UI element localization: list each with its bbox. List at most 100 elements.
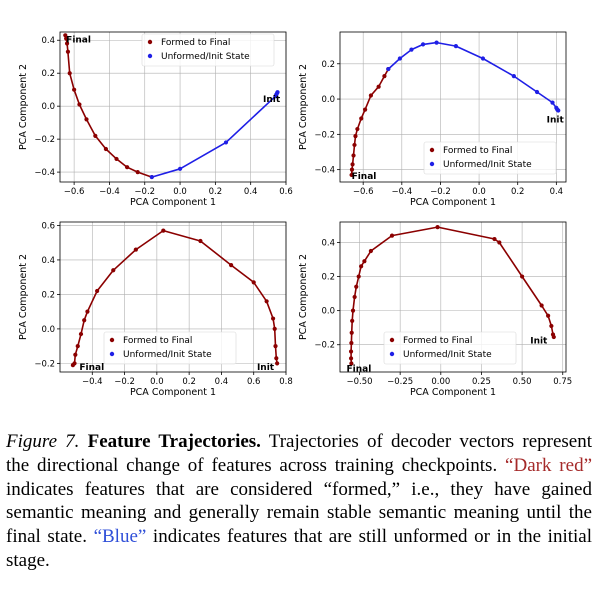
- x-tick-label: −0.2: [134, 187, 155, 197]
- x-tick-label: 0.0: [472, 187, 486, 197]
- chart-panel-bottom-left: Final Init −0.4 −0.2 0.0 0.2 0.4 0.6 0.8 −0.2 0.0 0…: [0, 212, 299, 412]
- y-tick-label: −0.2: [314, 130, 335, 140]
- x-tick-label: 0.8: [279, 377, 293, 387]
- x-tick-label: −0.4: [82, 377, 103, 387]
- data-point-formed: [520, 274, 525, 279]
- data-point-unformed: [386, 66, 391, 72]
- axes-frame: [339, 31, 567, 183]
- data-point-formed: [349, 172, 354, 178]
- data-point-formed: [84, 117, 89, 122]
- legend-box: [103, 331, 237, 365]
- data-point-formed: [264, 299, 269, 304]
- axes-frame: [339, 221, 567, 373]
- data-point-formed: [435, 225, 440, 230]
- data-point-formed: [82, 318, 87, 323]
- legend-label: Unformed/Init State: [123, 350, 212, 360]
- data-point-formed: [349, 167, 355, 172]
- data-point-formed: [114, 156, 119, 162]
- y-tick-label: 0.0: [321, 307, 335, 317]
- annotation-label: Final: [79, 363, 104, 373]
- legend-box: [141, 33, 275, 67]
- data-point-formed: [72, 87, 77, 92]
- data-point-formed: [124, 165, 130, 170]
- chart-panel-bottom-right: Final Init −0.50 −0.25 0.00 0.25 0.50 0.75 −0.2 0…: [280, 212, 579, 412]
- chart-svg: Final Init −0.6 −0.4 −0.2 0.0 0.2 0.4 −0.4 −0.2 0.…: [298, 31, 567, 208]
- data-point-formed: [362, 259, 367, 264]
- x-tick-label: 0.0: [173, 187, 187, 197]
- legend-label: Unformed/Init State: [403, 350, 492, 360]
- data-point-formed: [389, 233, 395, 238]
- data-point-formed: [350, 162, 355, 167]
- y-tick-label: 0.0: [41, 325, 55, 335]
- data-point-formed: [78, 331, 84, 337]
- caption-text-1: Trajectories of decoder vectors represen…: [6, 431, 592, 476]
- annotation-label: Final: [66, 36, 91, 46]
- y-tick-label: 0.4: [41, 256, 55, 266]
- data-point-unformed: [420, 42, 426, 47]
- legend-label: Unformed/Init State: [443, 160, 532, 170]
- data-point-formed: [63, 33, 68, 38]
- chart-svg: Final Init −0.4 −0.2 0.0 0.2 0.4 0.6 0.8 −0.2 0.0 0…: [18, 221, 293, 398]
- data-point-formed: [382, 74, 387, 79]
- legend-marker: [109, 351, 115, 357]
- legend-marker: [147, 39, 153, 45]
- data-point-formed: [546, 313, 551, 318]
- data-point-unformed: [409, 47, 414, 52]
- data-point-formed: [539, 303, 544, 308]
- y-tick-label: 0.4: [321, 238, 335, 248]
- caption-dark-red: “Dark red”: [505, 454, 592, 476]
- data-point-formed: [133, 247, 138, 252]
- legend-label: Formed to Final: [443, 146, 512, 156]
- x-axis-label: PCA Component 1: [130, 387, 216, 398]
- data-point-formed: [348, 349, 354, 354]
- data-point-formed: [359, 264, 364, 269]
- data-point-formed: [273, 344, 278, 349]
- data-point-formed: [349, 340, 354, 346]
- figure-label: Figure 7.: [6, 431, 80, 452]
- annotation-label: Final: [352, 172, 377, 182]
- y-axis-label: PCA Component 2: [18, 64, 29, 150]
- y-tick-label: −0.2: [34, 135, 55, 145]
- data-point-unformed: [275, 90, 280, 95]
- data-point-unformed: [453, 44, 458, 49]
- chart-svg: Final Init −0.50 −0.25 0.00 0.25 0.50 0.75 −0.2 0…: [298, 221, 572, 398]
- data-point-formed: [67, 71, 72, 76]
- figure-caption: Figure 7. Feature Trajectories. Trajecto…: [6, 430, 592, 573]
- legend: Formed to Final Unformed/Init State: [383, 331, 517, 365]
- data-point-formed: [359, 116, 364, 121]
- y-tick-label: −0.4: [314, 166, 335, 176]
- legend-label: Formed to Final: [123, 336, 192, 346]
- data-point-formed: [350, 318, 355, 323]
- data-point-unformed: [480, 56, 486, 61]
- data-point-formed: [75, 344, 80, 349]
- x-tick-label: 0.4: [244, 187, 258, 197]
- series-line-unformed: [387, 41, 559, 112]
- annotation-label: Init: [257, 363, 275, 373]
- data-point-formed: [65, 49, 71, 54]
- data-point-unformed: [550, 100, 555, 105]
- x-tick-label: 0.2: [182, 377, 196, 387]
- data-point-unformed: [223, 140, 229, 145]
- legend-marker: [429, 161, 435, 167]
- data-point-formed: [368, 248, 373, 254]
- data-point-formed: [349, 361, 354, 366]
- data-point-formed: [355, 126, 360, 132]
- x-tick-label: −0.4: [391, 187, 412, 197]
- y-tick-label: 0.2: [321, 273, 335, 283]
- data-point-formed: [85, 309, 90, 314]
- x-tick-label: 0.6: [247, 377, 261, 387]
- data-point-formed: [354, 284, 359, 289]
- x-tick-label: 0.50: [513, 377, 532, 387]
- y-tick-label: 0.4: [41, 36, 55, 46]
- data-point-formed: [64, 36, 69, 41]
- y-tick-label: −0.2: [314, 341, 335, 351]
- axes-frame: [59, 221, 287, 373]
- data-point-formed: [274, 356, 279, 361]
- caption-text-3: indicates features that are still unform…: [6, 526, 592, 571]
- y-tick-label: 0.6: [41, 221, 55, 231]
- data-point-formed: [251, 280, 256, 285]
- x-tick-label: 0.00: [431, 377, 450, 387]
- data-point-unformed: [434, 40, 439, 45]
- x-axis-label: PCA Component 1: [410, 197, 496, 208]
- data-point-formed: [77, 102, 82, 107]
